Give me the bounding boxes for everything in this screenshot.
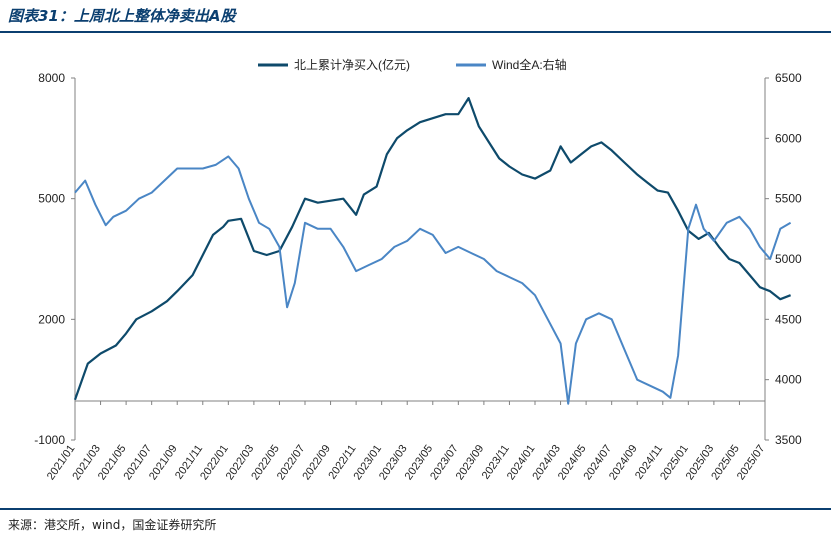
right-tick-label: 5500	[775, 192, 802, 206]
left-tick-label: 5000	[38, 192, 65, 206]
right-tick-label: 5000	[775, 252, 802, 266]
right-tick-label: 3500	[775, 433, 802, 447]
legend-label-2: Wind全A:右轴	[492, 57, 567, 72]
series-line-1	[73, 96, 791, 401]
right-tick-label: 6000	[775, 131, 802, 145]
series-line-2	[74, 155, 792, 405]
axes: 8000 5000 2000 -1000 6500 6000 5500 5000 4500 400…	[34, 71, 802, 482]
right-tick-label: 6500	[775, 71, 802, 85]
page-title: 图表31：上周北上整体净卖出A股	[8, 7, 236, 25]
series-lines	[73, 96, 792, 405]
source-note: 来源：港交所，wind，国金证券研究所	[8, 518, 217, 532]
legend-label-1: 北上累计净买入(亿元)	[294, 57, 410, 72]
right-tick-label: 4500	[775, 312, 802, 326]
legend: 北上累计净买入(亿元) Wind全A:右轴	[258, 57, 567, 72]
footer-rule	[0, 508, 831, 510]
left-tick-label: 8000	[38, 71, 65, 85]
left-tick-label: 2000	[38, 312, 65, 326]
title-rule	[0, 31, 831, 33]
left-tick-label: -1000	[34, 433, 65, 447]
right-tick-label: 4000	[775, 373, 802, 387]
